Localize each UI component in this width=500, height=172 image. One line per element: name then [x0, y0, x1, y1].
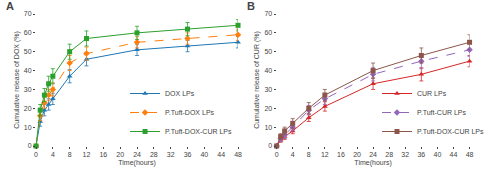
svg-text:36: 36: [184, 151, 192, 158]
svg-text:20: 20: [116, 151, 124, 158]
svg-text:24: 24: [133, 151, 141, 158]
svg-text:50: 50: [264, 48, 272, 55]
svg-text:40: 40: [200, 151, 208, 158]
svg-text:10: 10: [264, 124, 272, 131]
svg-text:A: A: [6, 0, 14, 12]
svg-text:Cumulative release of CUR (%): Cumulative release of CUR (%): [253, 31, 261, 129]
svg-text:Time(hours): Time(hours): [354, 159, 391, 167]
svg-text:4: 4: [291, 151, 295, 158]
svg-text:60: 60: [264, 29, 272, 36]
svg-text:B: B: [247, 0, 255, 12]
svg-text:20: 20: [264, 105, 272, 112]
svg-text:12: 12: [321, 151, 329, 158]
svg-text:28: 28: [150, 151, 158, 158]
svg-text:44: 44: [217, 151, 225, 158]
svg-text:28: 28: [385, 151, 393, 158]
svg-text:40: 40: [434, 151, 442, 158]
svg-text:60: 60: [24, 29, 32, 36]
svg-text:24: 24: [369, 151, 377, 158]
svg-text:P.Tuft-DOX LPs: P.Tuft-DOX LPs: [165, 109, 215, 116]
svg-text:CUR LPs: CUR LPs: [417, 90, 447, 97]
svg-text:P.Tuft-CUR LPs: P.Tuft-CUR LPs: [417, 109, 467, 116]
svg-text:36: 36: [417, 151, 425, 158]
svg-text:Cumulative release of DOX (%): Cumulative release of DOX (%): [13, 31, 21, 129]
svg-text:44: 44: [450, 151, 458, 158]
svg-text:40: 40: [264, 67, 272, 74]
svg-text:16: 16: [99, 151, 107, 158]
svg-text:50: 50: [24, 48, 32, 55]
svg-text:P.Tuft-DOX-CUR LPs: P.Tuft-DOX-CUR LPs: [165, 128, 232, 135]
svg-text:0: 0: [275, 151, 279, 158]
svg-text:DOX LPs: DOX LPs: [165, 90, 195, 97]
svg-text:30: 30: [264, 86, 272, 93]
svg-text:0: 0: [268, 142, 272, 149]
svg-text:12: 12: [83, 151, 91, 158]
svg-text:48: 48: [234, 151, 242, 158]
svg-text:20: 20: [353, 151, 361, 158]
svg-text:40: 40: [24, 67, 32, 74]
svg-text:32: 32: [401, 151, 409, 158]
svg-text:4: 4: [51, 151, 55, 158]
svg-text:48: 48: [466, 151, 474, 158]
svg-text:8: 8: [307, 151, 311, 158]
svg-text:30: 30: [24, 86, 32, 93]
svg-text:P.Tuft-DOX-CUR LPs: P.Tuft-DOX-CUR LPs: [417, 128, 484, 135]
svg-text:0: 0: [28, 142, 32, 149]
svg-text:0: 0: [34, 151, 38, 158]
svg-text:20: 20: [24, 105, 32, 112]
svg-text:Time(hours): Time(hours): [118, 159, 155, 167]
svg-text:32: 32: [167, 151, 175, 158]
svg-text:70: 70: [24, 10, 32, 17]
svg-text:8: 8: [68, 151, 72, 158]
svg-text:16: 16: [337, 151, 345, 158]
svg-text:70: 70: [264, 10, 272, 17]
svg-text:10: 10: [24, 124, 32, 131]
